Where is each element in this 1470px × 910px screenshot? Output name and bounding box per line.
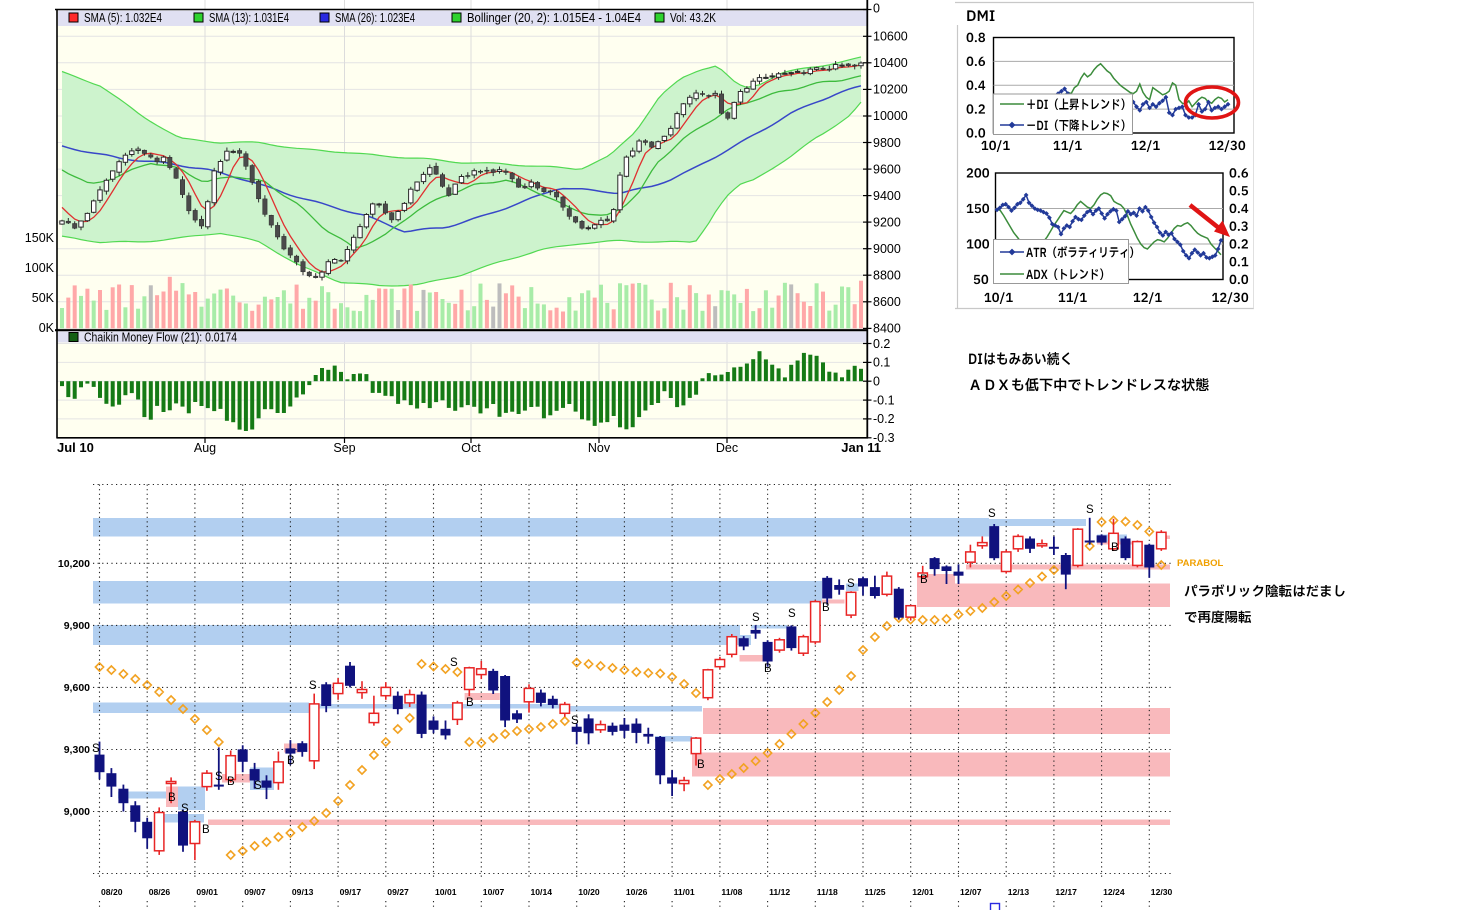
svg-text:8800: 8800 <box>873 269 901 283</box>
svg-text:S: S <box>1086 504 1094 516</box>
svg-text:S: S <box>847 578 855 590</box>
svg-text:09/13: 09/13 <box>292 887 314 897</box>
svg-text:-0.2: -0.2 <box>873 412 895 426</box>
svg-text:S: S <box>450 657 458 669</box>
svg-text:S: S <box>181 803 189 815</box>
svg-text:B: B <box>822 602 830 614</box>
svg-text:Vol: 43.2K: Vol: 43.2K <box>670 11 717 25</box>
svg-text:B: B <box>466 697 474 709</box>
svg-text:11/01: 11/01 <box>674 887 695 897</box>
svg-text:Chaikin Money Flow (21): 0.017: Chaikin Money Flow (21): 0.0174 <box>84 331 237 345</box>
svg-text:12/13: 12/13 <box>1008 887 1030 897</box>
svg-text:S: S <box>309 680 317 692</box>
svg-text:B: B <box>764 663 772 675</box>
svg-text:B: B <box>920 574 928 586</box>
svg-text:S: S <box>988 508 996 520</box>
svg-text:0: 0 <box>873 2 880 16</box>
svg-text:9,900: 9,900 <box>64 620 90 632</box>
svg-text:10200: 10200 <box>873 83 908 97</box>
svg-text:SMA (26): 1.023E4: SMA (26): 1.023E4 <box>335 11 415 25</box>
svg-text:50K: 50K <box>32 291 55 305</box>
svg-text:11/18: 11/18 <box>817 887 838 897</box>
svg-text:10/01: 10/01 <box>435 887 457 897</box>
svg-text:9200: 9200 <box>873 215 901 229</box>
svg-text:S: S <box>752 612 760 624</box>
svg-text:12/24: 12/24 <box>1103 887 1125 897</box>
svg-text:-0.1: -0.1 <box>873 393 895 407</box>
svg-text:11/25: 11/25 <box>865 887 886 897</box>
svg-text:Aug: Aug <box>194 441 216 455</box>
svg-text:S: S <box>92 743 100 755</box>
svg-text:150K: 150K <box>25 231 55 245</box>
svg-text:Oct: Oct <box>461 441 481 455</box>
svg-text:10/26: 10/26 <box>626 887 648 897</box>
svg-text:08/26: 08/26 <box>149 887 171 897</box>
svg-text:Bollinger (20, 2): 1.015E4 - 1: Bollinger (20, 2): 1.015E4 - 1.04E4 <box>467 11 641 25</box>
svg-text:SMA (13): 1.031E4: SMA (13): 1.031E4 <box>209 11 289 25</box>
svg-text:B: B <box>287 755 295 767</box>
svg-text:10000: 10000 <box>873 109 908 123</box>
svg-text:B: B <box>1111 542 1119 554</box>
svg-text:09/07: 09/07 <box>244 887 266 897</box>
svg-text:9600: 9600 <box>873 162 901 176</box>
svg-text:0: 0 <box>873 375 880 389</box>
svg-text:Nov: Nov <box>588 441 611 455</box>
svg-text:12/01: 12/01 <box>912 887 934 897</box>
svg-text:11/12: 11/12 <box>769 887 790 897</box>
svg-text:9,600: 9,600 <box>64 682 90 694</box>
svg-text:-0.3: -0.3 <box>873 431 895 445</box>
svg-text:S: S <box>571 715 579 727</box>
svg-text:12/17: 12/17 <box>1055 887 1077 897</box>
svg-text:10/14: 10/14 <box>531 887 553 897</box>
svg-text:12/30: 12/30 <box>1151 887 1173 897</box>
svg-text:B: B <box>697 759 705 771</box>
svg-text:Sep: Sep <box>333 441 355 455</box>
svg-text:8600: 8600 <box>873 295 901 309</box>
svg-text:Dec: Dec <box>716 441 738 455</box>
svg-text:0.1: 0.1 <box>873 356 890 370</box>
svg-text:S: S <box>215 771 223 783</box>
svg-text:09/01: 09/01 <box>196 887 218 897</box>
svg-text:B: B <box>168 792 176 804</box>
svg-text:Jul 10: Jul 10 <box>57 440 94 455</box>
svg-text:10400: 10400 <box>873 56 908 70</box>
svg-text:9400: 9400 <box>873 189 901 203</box>
svg-text:12/07: 12/07 <box>960 887 982 897</box>
svg-text:0.2: 0.2 <box>873 337 890 351</box>
svg-text:0K: 0K <box>39 321 55 335</box>
svg-text:9800: 9800 <box>873 136 901 150</box>
svg-text:09/17: 09/17 <box>340 887 362 897</box>
svg-text:10600: 10600 <box>873 30 908 44</box>
svg-text:9,300: 9,300 <box>64 744 90 756</box>
svg-text:9,000: 9,000 <box>64 806 90 818</box>
svg-text:10/07: 10/07 <box>483 887 505 897</box>
svg-text:10/20: 10/20 <box>578 887 600 897</box>
svg-text:S: S <box>254 780 262 792</box>
svg-text:08/20: 08/20 <box>101 887 123 897</box>
svg-text:8400: 8400 <box>873 322 901 336</box>
svg-text:PARABOL: PARABOL <box>1177 558 1223 569</box>
svg-text:B: B <box>227 776 235 788</box>
svg-text:9000: 9000 <box>873 242 901 256</box>
svg-text:09/27: 09/27 <box>387 887 409 897</box>
svg-text:100K: 100K <box>25 261 55 275</box>
svg-text:S: S <box>788 608 796 620</box>
svg-text:10,200: 10,200 <box>58 558 90 570</box>
svg-text:B: B <box>202 824 210 836</box>
svg-text:SMA (5): 1.032E4: SMA (5): 1.032E4 <box>84 11 162 25</box>
svg-text:Jan 11: Jan 11 <box>841 440 881 455</box>
svg-text:11/08: 11/08 <box>721 887 742 897</box>
